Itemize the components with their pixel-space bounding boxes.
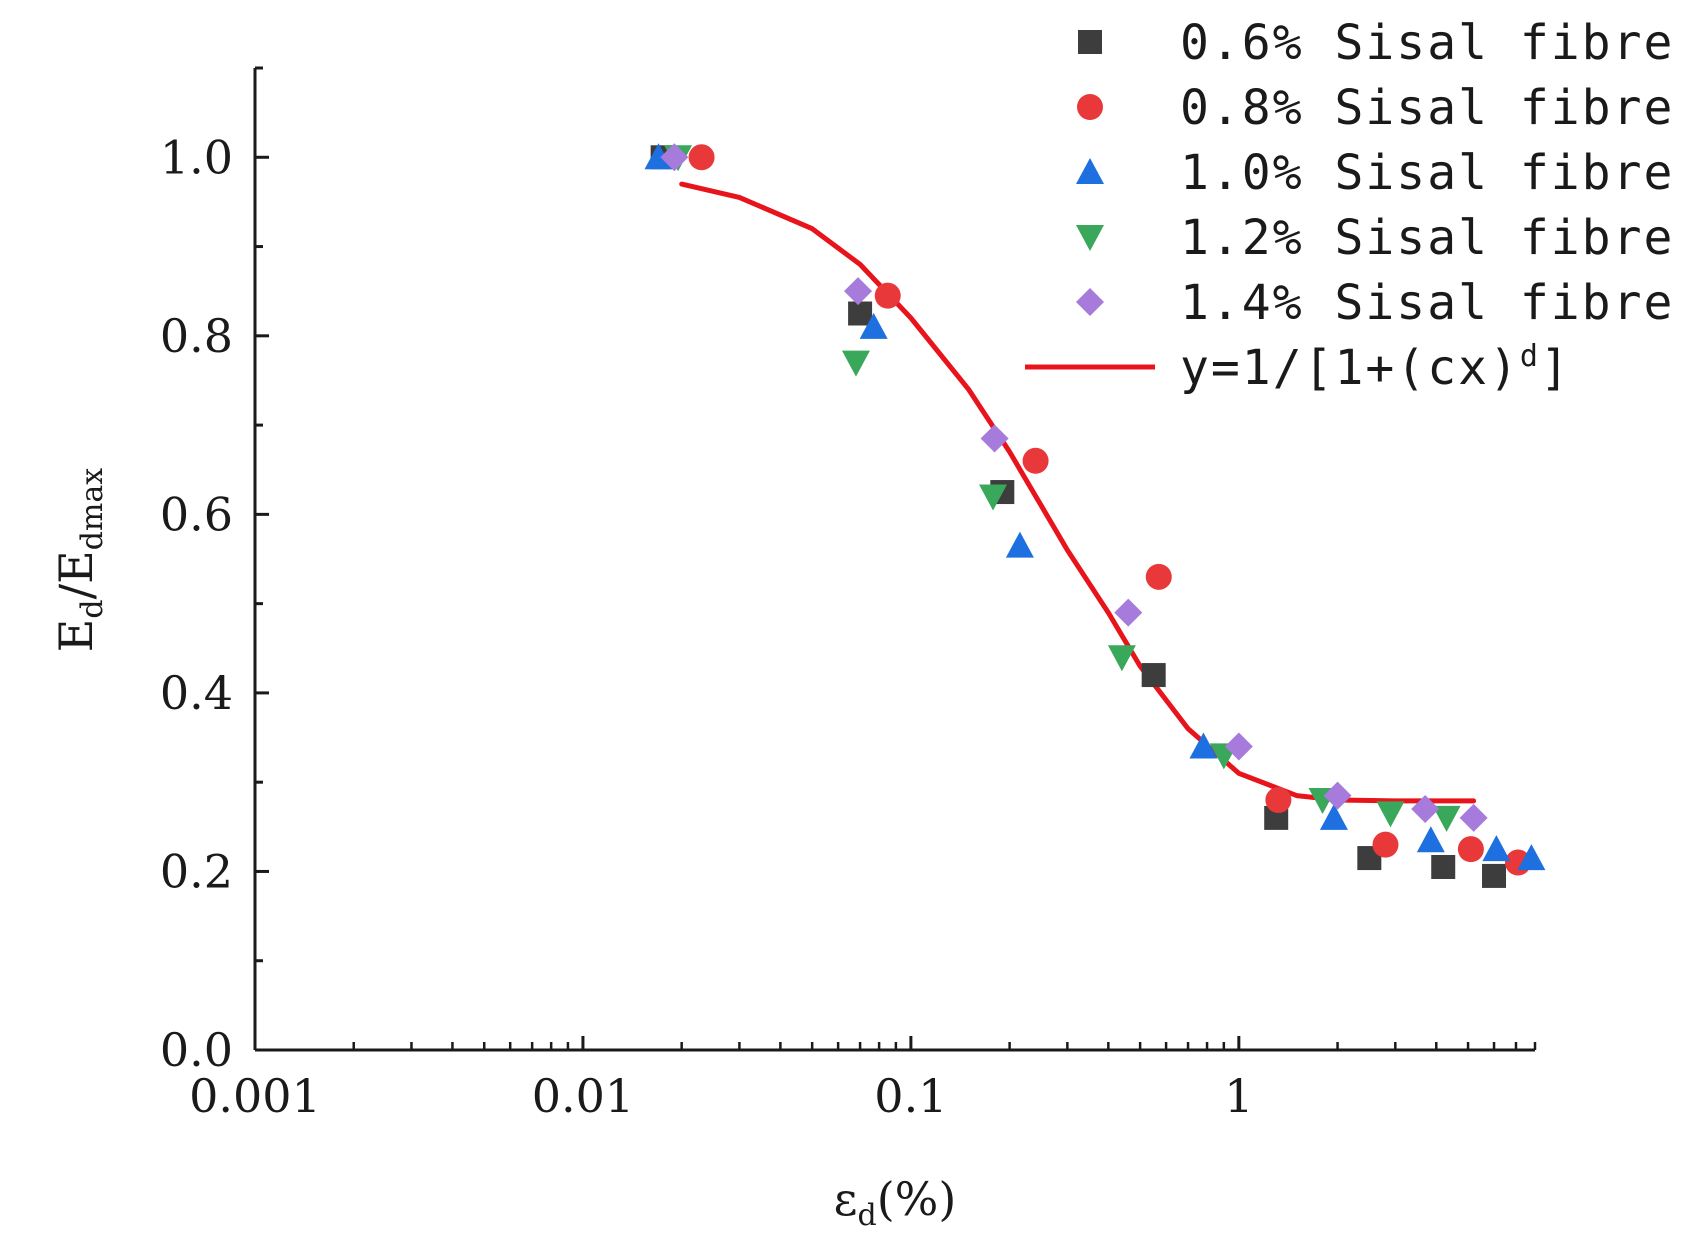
data-point bbox=[1517, 844, 1546, 871]
y-tick-label: 0.4 bbox=[160, 666, 233, 720]
data-point bbox=[688, 144, 715, 171]
x-axis-unit: (%) bbox=[877, 1172, 957, 1226]
data-point bbox=[1372, 831, 1399, 858]
data-point bbox=[841, 350, 870, 377]
data-point bbox=[848, 301, 873, 326]
y-axis-e2: E bbox=[49, 550, 103, 584]
data-point bbox=[1482, 863, 1507, 888]
x-axis-title: εd(%) bbox=[834, 1172, 957, 1233]
x-tick-label: 0.001 bbox=[189, 1069, 321, 1123]
data-point bbox=[980, 424, 1009, 453]
legend-label: 1.4% Sisal fibre bbox=[1180, 275, 1674, 331]
x-axis-symbol: ε bbox=[834, 1172, 858, 1226]
legend-label: 1.2% Sisal fibre bbox=[1180, 210, 1674, 266]
x-tick-label: 0.1 bbox=[874, 1069, 947, 1123]
data-point bbox=[1005, 531, 1034, 558]
y-axis-e1: E bbox=[49, 619, 103, 653]
x-tick-label: 0.01 bbox=[532, 1069, 634, 1123]
y-tick-label: 1.0 bbox=[160, 130, 233, 184]
fit-formula: y=1/[1+(cx) bbox=[1180, 340, 1520, 396]
data-point bbox=[660, 143, 689, 172]
data-point bbox=[1416, 826, 1445, 853]
data-point bbox=[1319, 803, 1348, 830]
legend-marker bbox=[1076, 288, 1104, 316]
data-point bbox=[1224, 732, 1253, 761]
data-point bbox=[1457, 836, 1484, 863]
legend-fit-label: y=1/[1+(cx)d] bbox=[1180, 339, 1571, 396]
y-axis-s2: dmax bbox=[75, 468, 110, 551]
x-tick-label: 1 bbox=[1224, 1069, 1253, 1123]
y-axis-slash: / bbox=[49, 583, 103, 599]
y-tick-label: 0.0 bbox=[160, 1023, 233, 1077]
data-point bbox=[1265, 787, 1292, 814]
data-points-layer bbox=[644, 143, 1546, 888]
data-point bbox=[844, 277, 873, 306]
data-point bbox=[1323, 781, 1352, 810]
legend-label: 0.6% Sisal fibre bbox=[1180, 15, 1674, 71]
legend: 0.6% Sisal fibre 0.8% Sisal fibre 1.0% Sis… bbox=[1025, 15, 1674, 396]
legend-marker bbox=[1076, 158, 1104, 184]
data-point bbox=[1482, 835, 1511, 862]
y-tick-label: 0.2 bbox=[160, 844, 233, 898]
fit-formula-end: ] bbox=[1540, 340, 1571, 396]
series-4 bbox=[660, 143, 1488, 832]
data-point bbox=[1376, 801, 1405, 828]
y-axis-s1: d bbox=[75, 599, 110, 618]
legend-label: 0.8% Sisal fibre bbox=[1180, 80, 1674, 136]
series-2 bbox=[644, 143, 1546, 871]
data-point bbox=[1411, 794, 1440, 823]
y-tick-label: 0.6 bbox=[160, 487, 233, 541]
y-tick-label: 0.8 bbox=[160, 309, 233, 363]
data-point bbox=[1114, 598, 1143, 627]
legend-marker bbox=[1077, 94, 1103, 120]
data-point bbox=[874, 282, 901, 309]
data-point bbox=[644, 143, 673, 170]
data-point bbox=[1189, 732, 1218, 759]
data-point bbox=[1459, 803, 1488, 832]
data-point bbox=[1022, 447, 1049, 474]
data-point bbox=[1107, 645, 1136, 672]
data-point bbox=[1432, 805, 1461, 832]
data-point bbox=[1431, 854, 1456, 879]
legend-marker bbox=[1078, 30, 1102, 54]
data-point bbox=[1141, 663, 1166, 688]
data-point bbox=[1145, 563, 1172, 590]
fit-formula-exponent: d bbox=[1520, 339, 1540, 374]
y-axis-title: Ed/Edmax bbox=[49, 468, 110, 652]
data-point bbox=[859, 312, 888, 339]
axis-ticks: 0.0 0.2 0.4 0.6 0.8 1.0 0.001 0.01 0.1 1 bbox=[160, 66, 1537, 1123]
legend-marker bbox=[1076, 225, 1104, 251]
legend-label: 1.0% Sisal fibre bbox=[1180, 145, 1674, 201]
series-1 bbox=[688, 144, 1532, 876]
x-axis-subscript: d bbox=[858, 1198, 877, 1233]
data-point bbox=[979, 484, 1008, 511]
